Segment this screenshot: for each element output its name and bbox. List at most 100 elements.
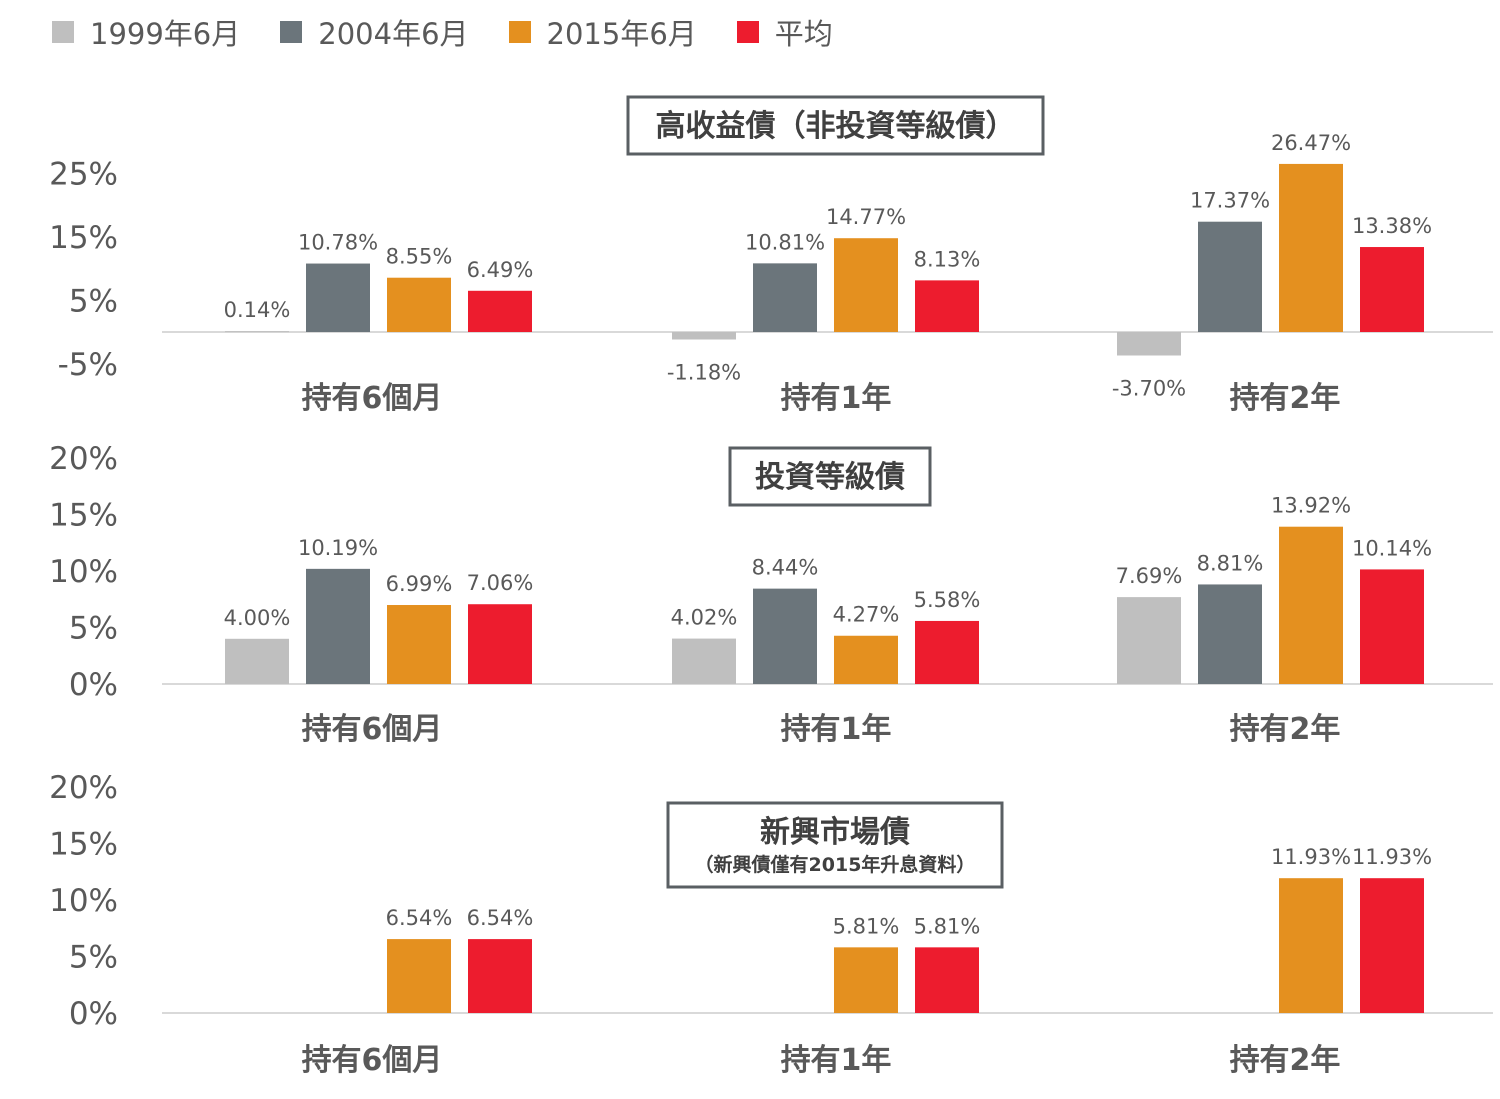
data-label: 10.81% (745, 230, 825, 254)
bar (834, 947, 898, 1013)
data-label: 6.49% (467, 258, 534, 282)
legend-swatch (52, 21, 74, 43)
legend-item: 2004年6月 (280, 11, 469, 53)
data-label: 17.37% (1190, 189, 1270, 213)
bar (834, 635, 898, 684)
category-label: 持有6個月 (302, 381, 443, 416)
bar (915, 280, 979, 332)
legend-swatch (736, 21, 759, 43)
data-label: 8.44% (752, 556, 819, 580)
chart-subtitle: （新興債僅有2015年升息資料） (695, 853, 976, 876)
data-label: 13.38% (1352, 214, 1432, 238)
category-label: 持有1年 (781, 712, 892, 747)
chart-title: 新興市場債 (760, 815, 910, 850)
bar (387, 605, 451, 684)
bar (387, 277, 451, 332)
data-label: 0.14% (224, 298, 291, 322)
data-label: 8.13% (914, 247, 981, 271)
data-label: 10.14% (1352, 536, 1432, 560)
data-label: 26.47% (1271, 131, 1351, 155)
bar (1117, 597, 1181, 684)
data-label: 6.54% (467, 906, 534, 930)
data-label: 10.19% (298, 536, 378, 560)
bar (225, 331, 289, 333)
bar (225, 638, 289, 684)
bar (1279, 163, 1343, 332)
category-label: 持有1年 (781, 381, 892, 416)
data-label: 4.02% (671, 606, 738, 630)
chart-title-box (666, 801, 1004, 889)
data-label: 10.78% (298, 231, 378, 255)
legend: 1999年6月 2004年6月 2015年6月 平均 (52, 10, 873, 54)
y-tick-label: -5% (58, 347, 118, 383)
chart-title-box (626, 95, 1045, 156)
data-label: 13.92% (1271, 494, 1351, 518)
category-label: 持有2年 (1230, 381, 1341, 416)
category-label: 持有2年 (1230, 712, 1341, 747)
category-label: 持有2年 (1230, 1043, 1341, 1078)
legend-label: 2004年6月 (318, 17, 469, 51)
y-tick-label: 5% (69, 611, 118, 647)
bar (1198, 584, 1262, 684)
data-label: 6.54% (386, 906, 453, 930)
bar (1360, 878, 1424, 1013)
legend-item: 1999年6月 (52, 11, 240, 53)
y-tick-label: 20% (49, 770, 118, 806)
legend-label: 1999年6月 (90, 17, 241, 51)
data-label: -3.70% (1112, 376, 1186, 400)
data-label: 6.99% (386, 572, 453, 596)
data-label: 5.81% (833, 914, 900, 938)
bar (1279, 878, 1343, 1013)
legend-label: 平均 (774, 17, 833, 51)
bar (753, 263, 817, 332)
data-label: 4.00% (224, 606, 291, 630)
legend-item: 平均 (736, 11, 833, 53)
data-label: 5.81% (914, 914, 981, 938)
data-label: 14.77% (826, 205, 906, 229)
chart-title-box (728, 446, 932, 507)
category-label: 持有6個月 (302, 1043, 443, 1078)
bar (915, 947, 979, 1013)
bar (1198, 221, 1262, 332)
y-tick-label: 5% (69, 940, 118, 976)
data-label: 5.58% (914, 588, 981, 612)
data-label: 11.93% (1271, 845, 1351, 869)
data-label: 4.27% (833, 603, 900, 627)
legend-label: 2015年6月 (546, 17, 697, 51)
bar (672, 638, 736, 684)
category-label: 持有6個月 (302, 712, 443, 747)
y-tick-label: 15% (49, 498, 118, 534)
bar (1117, 332, 1181, 356)
bar (468, 604, 532, 684)
legend-item: 2015年6月 (508, 11, 697, 53)
y-tick-label: 25% (49, 156, 118, 192)
bar (834, 238, 898, 332)
category-label: 持有1年 (781, 1043, 892, 1078)
data-label: 7.69% (1116, 564, 1183, 588)
data-label: 11.93% (1352, 845, 1432, 869)
chart-title: 投資等級債 (755, 460, 905, 495)
bar (1360, 247, 1424, 332)
y-tick-label: 0% (69, 996, 118, 1032)
legend-swatch (280, 21, 303, 43)
data-label: 8.81% (1197, 551, 1264, 575)
bar (468, 290, 532, 332)
bar (306, 568, 370, 684)
legend-swatch (508, 21, 531, 43)
data-label: -1.18% (667, 360, 741, 384)
y-tick-label: 20% (49, 441, 118, 477)
data-label: 7.06% (467, 571, 534, 595)
bar (1360, 569, 1424, 684)
bar (753, 588, 817, 684)
y-tick-label: 0% (69, 667, 118, 703)
y-tick-label: 5% (69, 283, 118, 319)
data-label: 8.55% (386, 245, 453, 269)
y-tick-label: 15% (49, 827, 118, 863)
bar (387, 939, 451, 1013)
chart-title: 高收益債（非投資等級債） (656, 109, 1016, 144)
y-tick-label: 10% (49, 554, 118, 590)
bar (306, 263, 370, 332)
bar (468, 939, 532, 1013)
bar (1279, 526, 1343, 684)
